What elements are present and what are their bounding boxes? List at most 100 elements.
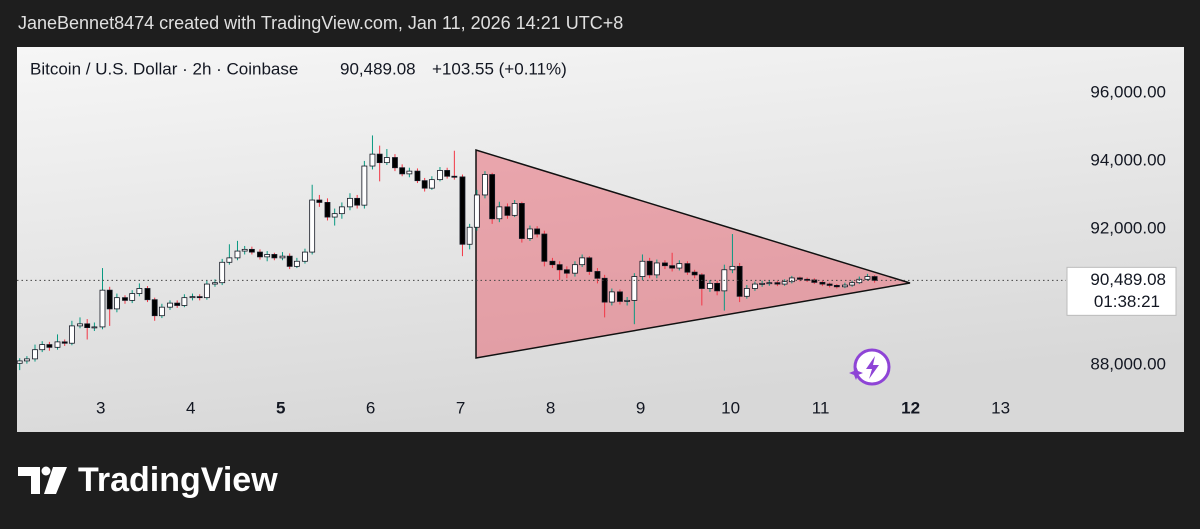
candle-body: [714, 282, 721, 292]
candle-body: [518, 203, 525, 239]
candle-body: [804, 278, 811, 281]
candle-body: [286, 255, 293, 267]
candle-body: [451, 175, 458, 178]
candle-body: [369, 153, 376, 167]
credit: JaneBennet8474 created with TradingView.…: [18, 13, 623, 33]
candle-body: [338, 206, 345, 215]
candle-body: [219, 261, 226, 284]
candle-body: [459, 176, 466, 245]
candle-body: [842, 284, 848, 288]
candle-body: [871, 276, 878, 281]
candle-body: [736, 265, 743, 297]
candle-body: [77, 323, 83, 327]
candle-body: [541, 233, 548, 262]
candle-body: [819, 281, 826, 285]
candle-body: [279, 255, 286, 259]
candle-body: [698, 274, 705, 289]
candle-body: [271, 254, 278, 259]
x-tick-label: 12: [901, 398, 920, 417]
y-tick-label: 94,000.00: [1090, 150, 1166, 169]
candle-body: [556, 264, 563, 271]
candle-body: [676, 263, 683, 269]
candle-body: [113, 297, 120, 310]
candle-body: [496, 206, 503, 220]
candle-body: [91, 326, 98, 329]
candle-body: [106, 289, 113, 310]
candle-body: [534, 228, 541, 235]
candle-body: [234, 250, 241, 259]
candle-body: [586, 257, 593, 272]
candle-body: [406, 170, 413, 175]
candle-body: [549, 260, 556, 266]
candle-body: [248, 248, 255, 253]
candle-body: [511, 203, 518, 216]
candle-body: [646, 260, 653, 276]
candle-body: [68, 325, 75, 344]
candle-body: [473, 194, 480, 228]
x-tick-label: 7: [456, 398, 465, 417]
candle-body: [54, 341, 61, 348]
candle-body: [624, 299, 631, 302]
candle-body: [376, 153, 383, 164]
symbol-title: Bitcoin / U.S. Dollar · 2h · Coinbase: [30, 59, 298, 78]
candle-body: [309, 199, 316, 253]
candle-body: [32, 349, 38, 360]
candle-body: [189, 296, 196, 299]
candle-body: [181, 297, 188, 306]
candle-body: [707, 282, 713, 289]
countdown-label: 01:38:21: [1094, 292, 1160, 311]
price-label: 90,489.08: [1090, 270, 1166, 289]
candle-body: [23, 358, 30, 362]
candle-body: [856, 278, 863, 284]
candle-body: [759, 282, 766, 285]
candle-body: [293, 260, 300, 267]
candle-body: [766, 282, 773, 285]
candle-body: [774, 282, 781, 285]
candle-body: [46, 344, 53, 348]
candle-body: [781, 281, 788, 285]
candle-body: [122, 297, 128, 301]
candle-body: [849, 282, 856, 286]
candle-body: [864, 276, 871, 280]
candle-body: [167, 302, 173, 308]
candle-body: [466, 226, 473, 245]
candle-body: [594, 271, 601, 279]
candle-body: [684, 263, 691, 273]
candle-body: [608, 291, 615, 303]
candle-body: [158, 306, 165, 317]
candle-body: [136, 288, 143, 294]
candle-body: [428, 179, 435, 189]
candle-body: [788, 277, 795, 283]
candle-body: [527, 228, 533, 239]
candle-body: [196, 296, 203, 299]
candle-body: [361, 165, 368, 206]
candle-body: [264, 254, 271, 258]
candle-body: [392, 157, 398, 169]
candle-body: [151, 299, 158, 317]
assistant-icon: [849, 348, 891, 386]
candle-body: [241, 248, 248, 252]
candle-body: [662, 262, 668, 267]
candle-body: [84, 323, 91, 328]
candle-body: [383, 157, 390, 164]
candle-body: [39, 344, 46, 351]
candle-body: [601, 277, 608, 303]
tradingview-logo: [18, 466, 67, 494]
candle-body: [61, 341, 68, 344]
candle-body: [174, 302, 181, 306]
candle-body: [354, 197, 361, 206]
y-tick-label: 96,000.00: [1090, 82, 1166, 101]
candle-body: [437, 170, 443, 181]
candle-body: [226, 257, 233, 263]
candle-body: [743, 288, 750, 297]
price-label-box: [1066, 266, 1177, 316]
candle-body: [316, 199, 323, 203]
candle-body: [833, 285, 840, 288]
candle-body: [257, 251, 263, 258]
candle-body: [631, 276, 638, 301]
candle-body: [444, 170, 451, 177]
candle-body: [504, 206, 511, 216]
candle-body: [797, 277, 803, 280]
x-tick-label: 8: [546, 398, 555, 417]
